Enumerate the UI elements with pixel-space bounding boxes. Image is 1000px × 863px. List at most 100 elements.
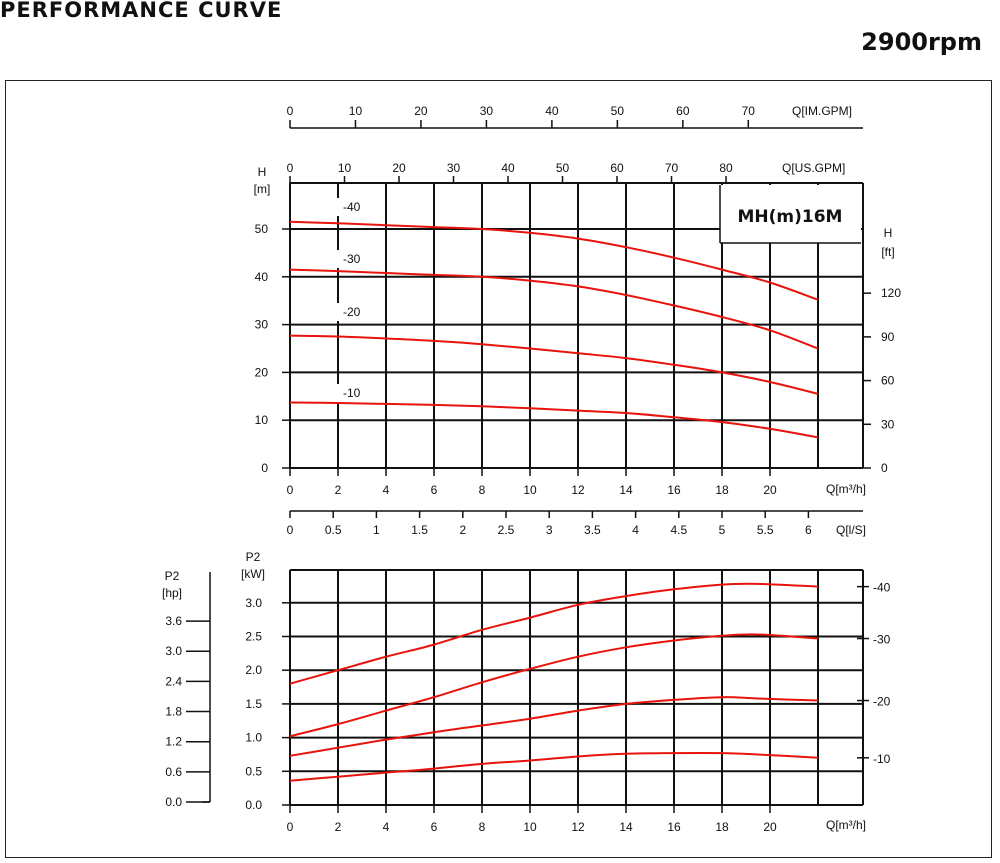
power-y-tick-label: 2.0 <box>245 663 262 677</box>
hp-tick-label: 2.4 <box>165 674 182 688</box>
imgpm-tick-label: 40 <box>545 104 559 118</box>
power-y-tick-label: 1.5 <box>245 697 262 711</box>
usgpm-axis-label: Q[US.GPM] <box>782 161 845 175</box>
imgpm-tick-label: 0 <box>287 104 294 118</box>
head-x-tick-label: 0 <box>287 483 294 497</box>
head-y2-tick-label: 90 <box>881 330 895 344</box>
curves-layer <box>289 220 819 782</box>
hp-tick-label: 3.6 <box>165 614 182 628</box>
imgpm-tick-label: 60 <box>676 104 690 118</box>
ls-tick-label: 1.5 <box>411 523 428 537</box>
head-series-label: -10 <box>343 386 361 400</box>
usgpm-tick-label: 10 <box>338 161 352 175</box>
head-y-tick-label: 10 <box>255 413 269 427</box>
power-series-label: -20 <box>873 695 891 709</box>
power-x-tick-label: 2 <box>335 820 342 834</box>
ls-tick-label: 2.5 <box>498 523 515 537</box>
head-x-tick-label: 6 <box>431 483 438 497</box>
axes-layer <box>186 120 871 813</box>
head-series-label: -20 <box>343 305 361 319</box>
usgpm-tick-label: 40 <box>501 161 515 175</box>
power-x-tick-label: 12 <box>571 820 585 834</box>
head-y2-tick-label: 30 <box>881 417 895 431</box>
head-x-tick-label: 8 <box>479 483 486 497</box>
power-series-label: -10 <box>873 752 891 766</box>
imgpm-tick-label: 70 <box>742 104 756 118</box>
power-curve-stage10 <box>289 751 819 782</box>
power-y-tick-label: 3.0 <box>245 596 262 610</box>
head-curve-stage10 <box>289 401 819 439</box>
hp-tick-label: 0.6 <box>165 765 182 779</box>
power-series-label: -40 <box>873 581 891 595</box>
ls-tick-label: 4 <box>632 523 639 537</box>
speed-label: 2900rpm <box>861 28 982 56</box>
power-y-tick-label: 0.5 <box>245 764 262 778</box>
power-y-tick-label: 2.5 <box>245 630 262 644</box>
power-x-tick-label: 4 <box>383 820 390 834</box>
head-curve-stage40 <box>289 220 819 301</box>
head-y-tick-label: 20 <box>255 365 269 379</box>
usgpm-tick-label: 20 <box>392 161 406 175</box>
model-label: MH(m)16M <box>738 207 843 227</box>
usgpm-tick-label: 80 <box>719 161 733 175</box>
head-y-tick-label: 40 <box>255 270 269 284</box>
head-y-tick-label: 50 <box>255 222 269 236</box>
power-x-tick-label: 6 <box>431 820 438 834</box>
power-x-tick-label: 10 <box>523 820 537 834</box>
ls-tick-label: 3.5 <box>584 523 601 537</box>
imgpm-tick-label: 20 <box>414 104 428 118</box>
ls-tick-label: 2 <box>459 523 466 537</box>
head-curve-stage30 <box>289 268 819 350</box>
head-x-tick-label: 16 <box>667 483 681 497</box>
ls-tick-label: 6 <box>805 523 812 537</box>
power-x-axis-label: Q[m³/h] <box>826 818 866 832</box>
series-label-bg <box>335 303 383 321</box>
head-y2-axis-unit: [ft] <box>881 245 894 259</box>
power-x-tick-label: 8 <box>479 820 486 834</box>
head-y2-tick-label: 0 <box>881 461 888 475</box>
ls-tick-label: 3 <box>546 523 553 537</box>
power-curve-stage20 <box>289 696 819 757</box>
head-x-tick-label: 10 <box>523 483 537 497</box>
series-label-bg <box>335 384 383 402</box>
chart-title: PERFORMANCE CURVE <box>0 0 283 22</box>
ls-axis-label: Q[l/S] <box>836 523 866 537</box>
model-box <box>720 185 861 243</box>
ls-tick-label: 0.5 <box>325 523 342 537</box>
power-x-tick-label: 18 <box>715 820 729 834</box>
power-x-tick-label: 0 <box>287 820 294 834</box>
head-y2-axis-label: H <box>884 226 893 240</box>
imgpm-tick-label: 30 <box>480 104 494 118</box>
ls-tick-label: 4.5 <box>670 523 687 537</box>
power-curve-stage40 <box>289 582 819 685</box>
head-y-axis-unit: [m] <box>254 182 271 196</box>
head-x-tick-label: 20 <box>763 483 777 497</box>
hp-tick-label: 1.8 <box>165 705 182 719</box>
power-x-tick-label: 14 <box>619 820 633 834</box>
power-y-axis-label: P2 <box>246 550 261 564</box>
power-series-label: -30 <box>873 633 891 647</box>
head-curve-stage20 <box>289 334 819 395</box>
ls-tick-label: 5.5 <box>757 523 774 537</box>
head-y-axis-label: H <box>258 165 267 179</box>
ls-tick-label: 1 <box>373 523 380 537</box>
chart-frame <box>5 80 992 858</box>
head-x-tick-label: 18 <box>715 483 729 497</box>
power-y-axis-unit: [kW] <box>241 567 265 581</box>
head-x-axis-label: Q[m³/h] <box>826 482 866 496</box>
head-x-tick-label: 14 <box>619 483 633 497</box>
power-y-tick-label: 0.0 <box>245 798 262 812</box>
head-x-tick-label: 4 <box>383 483 390 497</box>
series-label-bg <box>335 250 383 268</box>
head-y-tick-label: 30 <box>255 318 269 332</box>
usgpm-tick-label: 60 <box>610 161 624 175</box>
imgpm-tick-label: 10 <box>349 104 363 118</box>
power-curve-stage30 <box>289 633 819 738</box>
usgpm-tick-label: 50 <box>556 161 570 175</box>
head-y2-tick-label: 120 <box>881 286 901 300</box>
head-series-label: -40 <box>343 200 361 214</box>
power-y-tick-label: 1.0 <box>245 731 262 745</box>
ls-tick-label: 0 <box>287 523 294 537</box>
